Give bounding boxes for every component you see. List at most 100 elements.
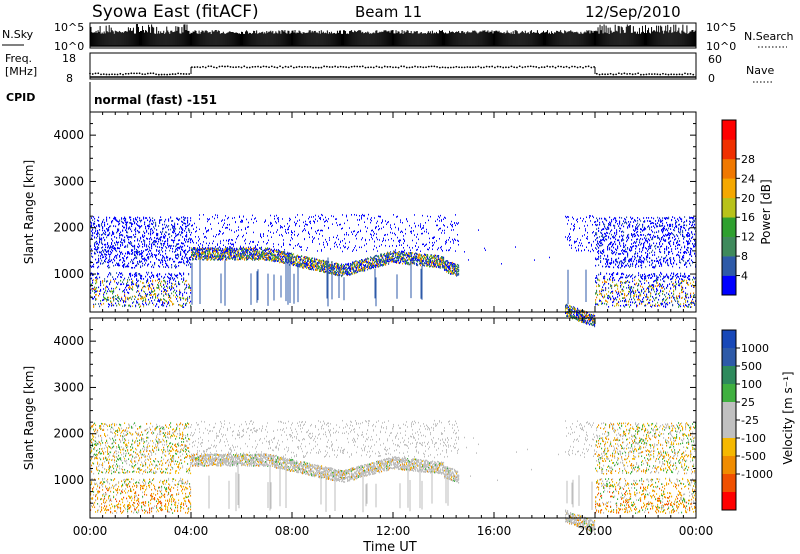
echo-cell [125, 229, 127, 232]
echo-cell [199, 238, 200, 240]
echo-cell [174, 237, 176, 239]
echo-cell [330, 267, 332, 269]
echo-cell [186, 231, 188, 234]
echo-cell [337, 270, 339, 273]
echo-cell [188, 238, 190, 241]
echo-cell [219, 232, 220, 235]
echo-cell [109, 225, 111, 228]
echo-cell [377, 250, 378, 252]
echo-cell [247, 226, 248, 228]
echo-cell [320, 260, 322, 262]
echo-cell [253, 248, 255, 251]
echo-cell [152, 232, 154, 235]
echo-cell [110, 290, 112, 293]
echo-cell [279, 261, 281, 264]
echo-cell [165, 260, 167, 263]
echo-cell [191, 231, 192, 234]
echo-cell [284, 256, 286, 258]
echo-cell [239, 255, 241, 257]
echo-cell [209, 218, 210, 220]
echo-cell [139, 227, 141, 229]
echo-cell [277, 253, 279, 256]
echo-cell [109, 233, 111, 235]
echo-cell [183, 250, 185, 253]
echo-cell [217, 251, 219, 253]
echo-cell [339, 270, 341, 273]
echo-cell [179, 227, 181, 230]
freq-panel: Freq. [MHz] 18 8 60 0 Nave [5, 52, 774, 85]
echo-cell [297, 220, 298, 222]
echo-cell [207, 259, 209, 261]
echo-cell [315, 214, 316, 217]
echo-cell [131, 223, 133, 226]
echo-cell [316, 258, 318, 261]
echo-cell [336, 266, 338, 268]
echo-cell [102, 229, 104, 232]
echo-cell [274, 218, 275, 220]
echo-cell [289, 217, 290, 220]
echo-cell [154, 290, 156, 292]
echo-cell [244, 240, 245, 242]
echo-cell [102, 220, 104, 223]
echo-cell [206, 237, 207, 239]
echo-cell [90, 295, 92, 297]
echo-cell [165, 240, 167, 243]
echo-cell [117, 242, 119, 244]
echo-cell [143, 299, 145, 302]
echo-cell [274, 215, 275, 217]
echo-cell [371, 219, 372, 222]
echo-cell [127, 284, 129, 287]
echo-cell [170, 297, 172, 299]
echo-cell [220, 255, 222, 258]
echo-cell [96, 290, 98, 293]
echo-cell [176, 275, 178, 278]
echo-cell [148, 263, 150, 265]
echo-cell [207, 251, 209, 253]
echo-cell [351, 214, 352, 216]
echo-cell [110, 272, 112, 275]
echo-cell [97, 245, 99, 248]
freq-point [565, 65, 568, 68]
echo-cell [232, 247, 234, 250]
echo-cell [93, 306, 95, 308]
echo-cell [151, 238, 153, 241]
echo-cell [324, 270, 326, 273]
echo-cell [248, 257, 250, 259]
echo-cell [295, 257, 297, 260]
echo-cell [306, 257, 308, 259]
echo-cell [362, 269, 364, 272]
echo-cell [275, 258, 277, 260]
echo-cell [353, 269, 355, 272]
echo-cell [132, 282, 134, 285]
echo-cell [112, 276, 114, 278]
echo-cell [187, 251, 189, 253]
echo-cell [98, 286, 100, 289]
echo-cell [94, 220, 96, 223]
echo-cell [356, 264, 358, 267]
echo-cell [355, 235, 356, 237]
echo-cell [182, 281, 184, 283]
echo-cell [297, 255, 299, 257]
freq-point [427, 65, 430, 68]
echo-cell [209, 253, 211, 255]
freq-point [171, 73, 174, 75]
freq-point [273, 66, 276, 68]
echo-cell [232, 217, 233, 220]
echo-cell [207, 220, 208, 223]
echo-cell [267, 247, 269, 249]
echo-cell [220, 240, 221, 242]
freq-point [433, 65, 436, 68]
echo-cell [331, 215, 332, 217]
echo-cell [182, 304, 184, 307]
echo-cell [308, 232, 309, 234]
echo-cell [294, 230, 295, 233]
echo-cell [151, 265, 153, 268]
echo-cell [254, 253, 256, 256]
echo-cell [270, 251, 272, 253]
cpid-label: CPID [6, 91, 35, 104]
echo-cell [199, 214, 200, 216]
echo-cell [123, 264, 125, 266]
echo-cell [93, 216, 95, 218]
echo-cell [157, 297, 159, 299]
